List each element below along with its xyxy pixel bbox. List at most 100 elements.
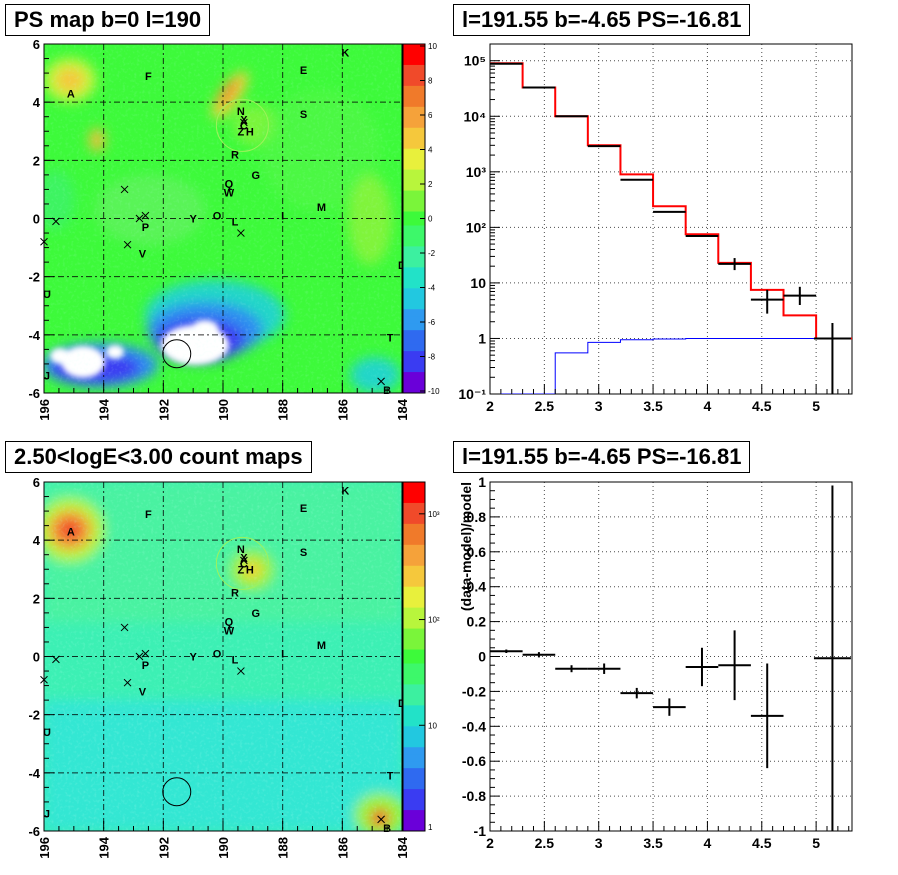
source-cross	[377, 815, 385, 824]
colorbar-cell	[403, 747, 425, 755]
colorbar-cell	[403, 372, 425, 380]
residual-point	[718, 630, 751, 701]
colorbar-cell	[403, 705, 425, 713]
residual-point	[685, 647, 719, 687]
y-tick-label: -0.2	[462, 683, 486, 699]
colorbar-cell	[403, 211, 425, 219]
colorbar-tick-label: -10	[428, 387, 440, 396]
source-cross	[135, 214, 144, 223]
y-tick-label: 4	[33, 95, 41, 110]
colorbar-cell	[403, 190, 425, 199]
colorbar-cell	[403, 44, 425, 52]
source-label: A	[67, 88, 75, 100]
cross-stroke	[40, 237, 48, 246]
colorbar-cell	[403, 621, 425, 630]
source-cross	[141, 211, 150, 220]
count-map-axes: 196 194 192 190 188 186 184 6 4 2 0 -2 -4 -6	[28, 475, 410, 859]
residual-y-axis-label: (data-model)/model	[458, 482, 474, 611]
residual-point	[555, 665, 588, 673]
colorbar-cell	[403, 712, 425, 720]
count-map-panel: AFEKNXCZHSRGQWOLYIMPVDUTJB 1961941921901…	[28, 475, 439, 859]
colorbar-cell	[403, 740, 425, 748]
x-tick-label: 4.5	[752, 398, 772, 414]
y-tick-label: 10⁵	[464, 53, 486, 69]
source-label: D	[398, 260, 406, 272]
cross-stroke	[141, 211, 150, 220]
source-label: P	[142, 660, 149, 672]
colorbar-cell	[403, 302, 425, 310]
colorbar-cell	[403, 482, 425, 490]
source-cross	[141, 649, 150, 658]
source-label: Y	[189, 652, 197, 664]
spectrum-axes: 2 2.5 3 3.5 4 4.5 5 10⁻¹ 1 10 10² 10³ 10⁴ 10⁵	[458, 43, 850, 414]
colorbar-cell	[403, 509, 425, 518]
source-label: I	[281, 211, 284, 223]
colorbar-cell	[403, 57, 425, 66]
colorbar-tick-label: -4	[428, 284, 436, 293]
colorbar-cell	[403, 635, 425, 644]
colorbar-cell	[403, 281, 425, 289]
source-label: O	[213, 649, 222, 661]
colorbar-cell	[403, 586, 425, 595]
colorbar-cell	[403, 344, 425, 352]
y-tick-label: 0.4	[467, 579, 487, 595]
colorbar-cell	[403, 309, 425, 317]
colorbar-cell	[403, 92, 425, 101]
y-tick-label: -6	[28, 386, 40, 401]
source-cross	[240, 556, 248, 565]
source-label: Q	[225, 617, 234, 629]
x-tick-label: 3	[595, 398, 603, 414]
colorbar-cell	[403, 71, 425, 80]
source-label: Y	[189, 214, 197, 226]
colorbar-cell	[403, 642, 425, 651]
x-tick-label: 184	[395, 836, 410, 858]
ps-map-axes: 196 194 192 190 188 186 184 6 4 2 0 -2 -4 -6	[28, 37, 410, 421]
colorbar-tick-label: -8	[428, 353, 436, 362]
spectrum-title: l=191.55 b=-4.65 PS=-16.81	[453, 4, 751, 36]
colorbar-frame	[402, 481, 426, 832]
source-label: J	[44, 809, 50, 821]
source-label: O	[213, 211, 222, 223]
colorbar-cell	[403, 516, 425, 525]
source-label: G	[252, 170, 261, 182]
colorbar-cell	[403, 803, 425, 811]
colorbar-cell	[403, 523, 425, 532]
count-map-markers: AFEKNXCZHSRGQWOLYIMPVDUTJB	[40, 486, 406, 835]
y-tick-label: 1	[478, 474, 486, 490]
y-tick-label: 10²	[466, 219, 487, 235]
colorbar-cell	[403, 106, 425, 115]
source-label: Z	[238, 126, 245, 138]
cross-stroke	[120, 623, 129, 632]
y-tick-label: -0.4	[462, 718, 486, 734]
colorbar-tick-label: 10	[428, 42, 437, 51]
colorbar-cell	[403, 544, 425, 553]
colorbar-tick-label: -2	[428, 249, 436, 258]
y-tick-label: 6	[33, 37, 40, 52]
colorbar-cell	[403, 295, 425, 303]
colorbar-cell	[403, 551, 425, 560]
colorbar-cell	[403, 789, 425, 797]
colorbar-cell	[403, 530, 425, 539]
source-cross	[135, 652, 144, 661]
spectrum-point	[718, 258, 751, 271]
y-tick-label: -2	[28, 270, 40, 285]
colorbar-cell	[403, 85, 425, 94]
spectrum-blue-line	[490, 337, 852, 394]
colorbar-tick-label: 6	[428, 111, 433, 120]
residual-point	[653, 698, 686, 716]
colorbar-tick-label: 4	[428, 146, 433, 155]
source-cross	[52, 217, 60, 226]
ps-map-panel: AFEKNXCZHSRGQWOLYIMPVDUTJB 1961941921901…	[28, 37, 440, 421]
colorbar-cell	[403, 600, 425, 609]
source-label: C	[240, 558, 248, 570]
cross-stroke	[120, 185, 129, 194]
colorbar-cell	[403, 274, 425, 282]
colorbar-cell	[403, 267, 425, 275]
source-cross	[40, 675, 48, 684]
residual-grid	[489, 481, 852, 832]
y-tick-label: 10⁻¹	[458, 386, 486, 402]
source-label: K	[341, 48, 349, 60]
colorbar-tick-label: -6	[428, 318, 436, 327]
source-label: X	[240, 553, 248, 565]
